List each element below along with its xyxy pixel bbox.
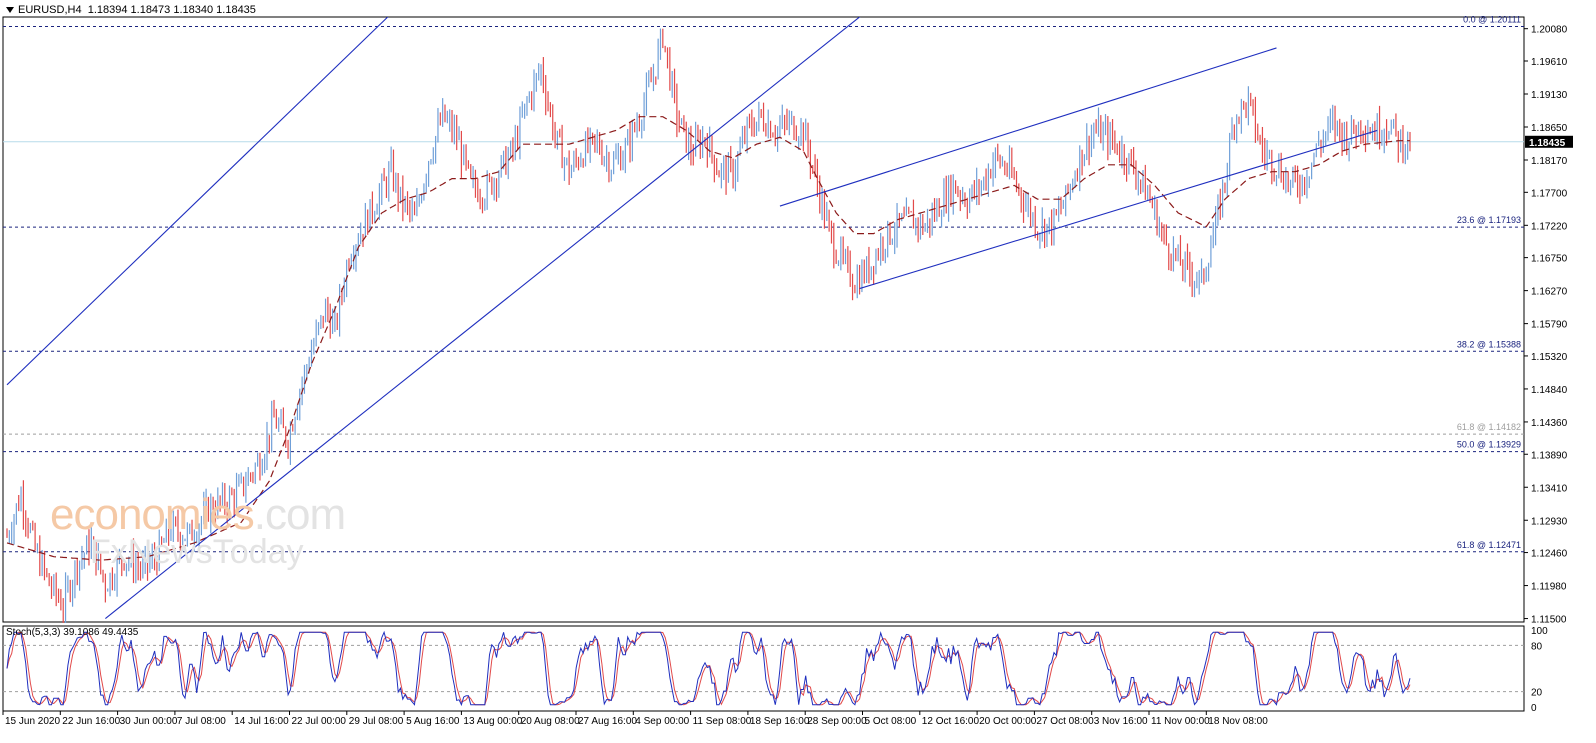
y-tick-label: 1.14360 (1531, 418, 1568, 429)
x-tick-label: 20 Aug 08:00 (521, 716, 580, 727)
watermark-part-b: .com (253, 490, 346, 539)
chart-header: EURUSD,H4 1.18394 1.18473 1.18340 1.1843… (6, 4, 256, 16)
x-tick-label: 13 Aug 00:00 (463, 716, 522, 727)
fib-level-label: 61.8 @ 1.14182 (1457, 422, 1521, 432)
stochastic-header: Stoch(5,3,3) 39.1086 49.4435 (6, 627, 139, 638)
y-tick-label: 1.12460 (1531, 549, 1568, 560)
fib-level-label: 23.6 @ 1.17193 (1457, 215, 1521, 225)
x-tick-label: 12 Oct 16:00 (922, 716, 980, 727)
watermark-part-a: economies (50, 490, 255, 539)
watermark-fxnewstoday: FxNewsToday (90, 533, 304, 571)
x-tick-label: 30 Jun 00:00 (120, 716, 178, 727)
stoch-plot-frame (2, 625, 1525, 712)
x-tick-label: 4 Sep 00:00 (635, 716, 689, 727)
dropdown-triangle-icon[interactable] (6, 7, 14, 14)
x-tick-label: 15 Jun 2020 (5, 716, 60, 727)
y-tick-label: 1.14840 (1531, 385, 1568, 396)
moving-average-line (6, 116, 1410, 561)
fib-level-label: 0.0 @ 1.20111 (1463, 15, 1521, 25)
y-tick-label: 1.20080 (1531, 25, 1568, 36)
trendline (105, 17, 861, 619)
y-tick-label: 1.19610 (1531, 57, 1568, 68)
x-tick-label: 20 Oct 00:00 (979, 716, 1037, 727)
trendline (779, 47, 1277, 207)
y-tick-label: 1.17220 (1531, 221, 1568, 232)
y-tick-label: 1.13410 (1531, 483, 1568, 494)
y-tick-label: 1.12930 (1531, 516, 1568, 527)
x-tick-label: 28 Sep 00:00 (807, 716, 867, 727)
y-tick-label: 1.18170 (1531, 156, 1568, 167)
x-tick-label: 11 Sep 08:00 (693, 716, 752, 727)
x-tick-label: 22 Jul 00:00 (292, 716, 347, 727)
y-tick-label: 1.11500 (1531, 615, 1567, 626)
stoch-tick-label: 80 (1531, 641, 1543, 652)
stoch-signal-line (6, 631, 1411, 706)
y-tick-label: 1.13890 (1531, 450, 1568, 461)
stoch-tick-label: 20 (1531, 688, 1543, 699)
stoch-tick-label: 100 (1531, 626, 1548, 637)
y-tick-label: 1.15790 (1531, 320, 1568, 331)
ohlc-values: 1.18394 1.18473 1.18340 1.18435 (87, 4, 256, 16)
fib-level-label: 38.2 @ 1.15388 (1457, 339, 1521, 349)
y-tick-label: 1.17700 (1531, 188, 1568, 199)
watermark-economies: economies.com (50, 490, 346, 540)
x-tick-label: 7 Jul 08:00 (177, 716, 226, 727)
x-tick-label: 14 Jul 16:00 (234, 716, 289, 727)
current-price-label: 1.18435 (1529, 138, 1566, 149)
stoch-main-line (6, 630, 1411, 707)
x-tick-label: 11 Nov 00:00 (1151, 716, 1210, 727)
x-tick-label: 29 Jul 08:00 (349, 716, 404, 727)
stoch-tick-label: 0 (1531, 703, 1537, 714)
main-plot-frame (2, 16, 1525, 623)
x-tick-label: 22 Jun 16:00 (62, 716, 120, 727)
x-tick-label: 5 Aug 16:00 (406, 716, 460, 727)
y-tick-label: 1.11980 (1531, 582, 1567, 593)
symbol-label: EURUSD,H4 (18, 4, 82, 16)
y-tick-label: 1.16750 (1531, 254, 1568, 265)
y-tick-label: 1.19130 (1531, 90, 1568, 101)
x-tick-label: 27 Aug 16:00 (578, 716, 637, 727)
trendline (6, 17, 389, 386)
candlesticks (6, 28, 1411, 623)
y-tick-label: 1.18650 (1531, 123, 1568, 134)
x-tick-label: 5 Oct 08:00 (865, 716, 917, 727)
fib-level-label: 50.0 @ 1.13929 (1457, 440, 1521, 450)
y-tick-label: 1.15320 (1531, 352, 1568, 363)
x-tick-label: 3 Nov 16:00 (1094, 716, 1148, 727)
x-tick-label: 18 Sep 16:00 (750, 716, 810, 727)
y-tick-label: 1.16270 (1531, 287, 1568, 298)
current-price-box (1525, 135, 1573, 148)
trendline (859, 129, 1378, 290)
fib-level-label: 61.8 @ 1.12471 (1457, 540, 1521, 550)
x-tick-label: 27 Oct 08:00 (1036, 716, 1094, 727)
x-tick-label: 18 Nov 08:00 (1208, 716, 1268, 727)
